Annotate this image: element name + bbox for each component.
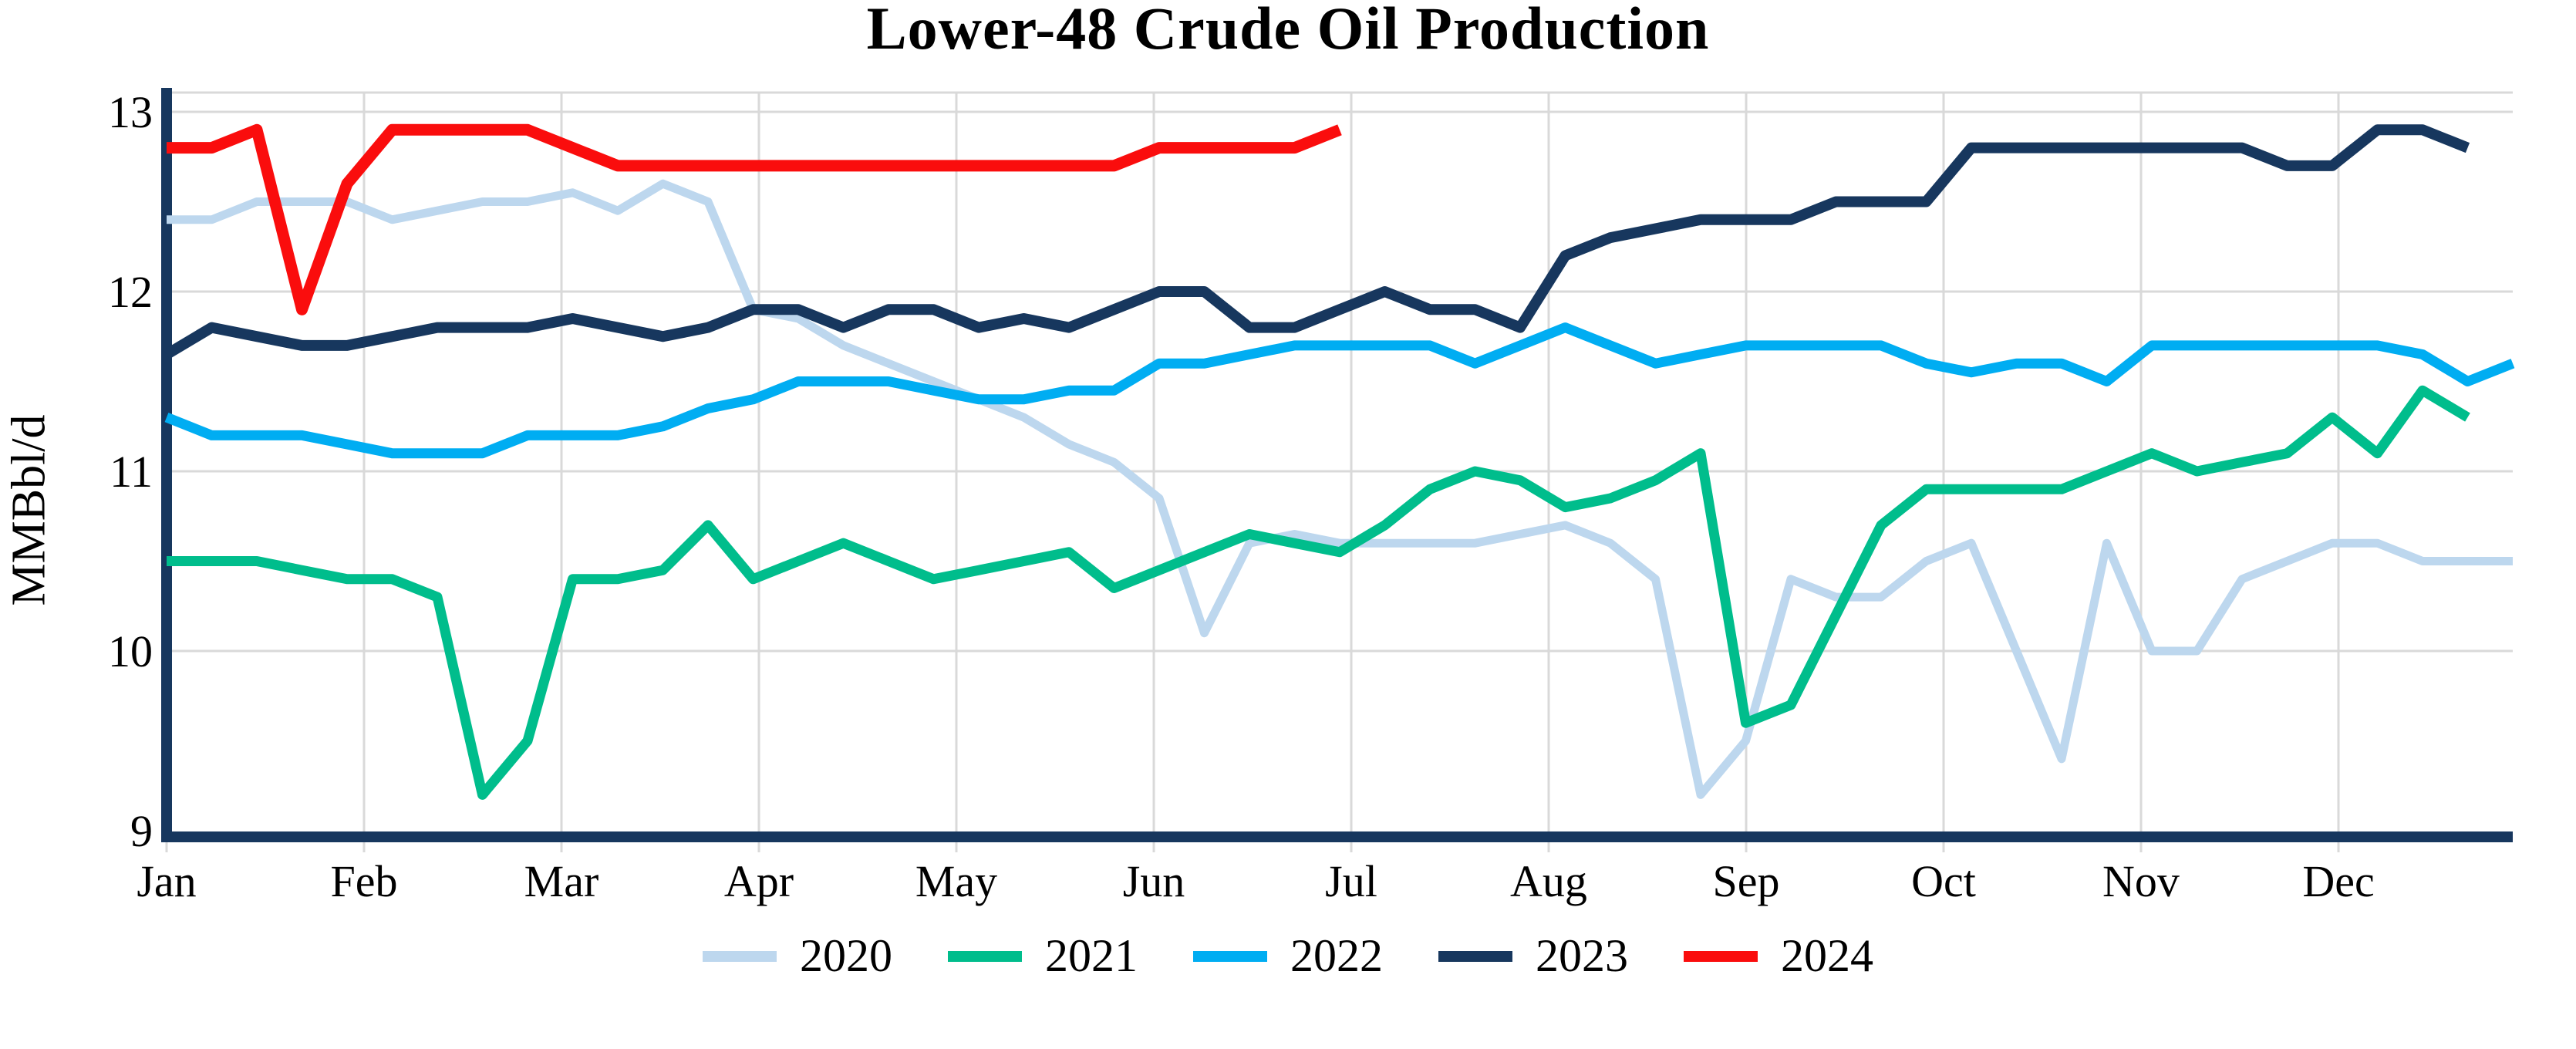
x-tick-label-dec: Dec <box>2302 856 2374 906</box>
legend-item-2020: 2020 <box>703 929 892 983</box>
x-tick-label-aug: Aug <box>1510 856 1587 906</box>
x-tick-label-jan: Jan <box>137 856 196 906</box>
series-line-2022 <box>164 322 2515 459</box>
legend-item-2022: 2022 <box>1193 929 1383 983</box>
legend-swatch-2024 <box>1684 950 1758 962</box>
legend-label-2022: 2022 <box>1290 930 1383 981</box>
legend-swatch-2023 <box>1438 950 1512 962</box>
legend-item-2021: 2021 <box>948 929 1138 983</box>
x-tick-label-jun: Jun <box>1123 856 1185 906</box>
y-tick-label-9: 9 <box>130 806 153 856</box>
y-axis-line <box>161 88 172 842</box>
y-tick-label-12: 12 <box>108 267 153 317</box>
legend: 2020 2021 2022 2023 2024 <box>0 929 2576 983</box>
legend-label-2024: 2024 <box>1781 930 1873 981</box>
series-line-2020 <box>167 179 2513 799</box>
series-line-2024 <box>167 123 1342 315</box>
legend-label-2020: 2020 <box>800 930 892 981</box>
x-tick-label-nov: Nov <box>2102 856 2180 906</box>
x-tick-label-sep: Sep <box>1713 856 1780 906</box>
legend-label-2021: 2021 <box>1045 930 1138 981</box>
x-tick-label-may: May <box>915 856 997 906</box>
x-tick-label-apr: Apr <box>724 856 794 906</box>
legend-swatch-2022 <box>1193 950 1267 962</box>
x-tick-label-feb: Feb <box>331 856 398 906</box>
legend-item-2024: 2024 <box>1684 929 1873 983</box>
legend-swatch-2021 <box>948 950 1022 962</box>
x-tick-label-jul: Jul <box>1325 856 1377 906</box>
y-tick-label-11: 11 <box>110 447 153 497</box>
x-axis-line <box>161 831 2513 842</box>
series-line-2021 <box>167 385 2470 800</box>
y-tick-label-13: 13 <box>108 87 153 137</box>
legend-item-2023: 2023 <box>1438 929 1628 983</box>
legend-swatch-2020 <box>703 950 777 962</box>
x-tick-label-oct: Oct <box>1911 856 1976 906</box>
chart-title: Lower-48 Crude Oil Production <box>866 0 1710 62</box>
x-tick-label-mar: Mar <box>524 856 599 906</box>
legend-label-2023: 2023 <box>1536 930 1628 981</box>
y-tick-label-10: 10 <box>108 626 153 676</box>
series-line-2023 <box>164 124 2470 359</box>
